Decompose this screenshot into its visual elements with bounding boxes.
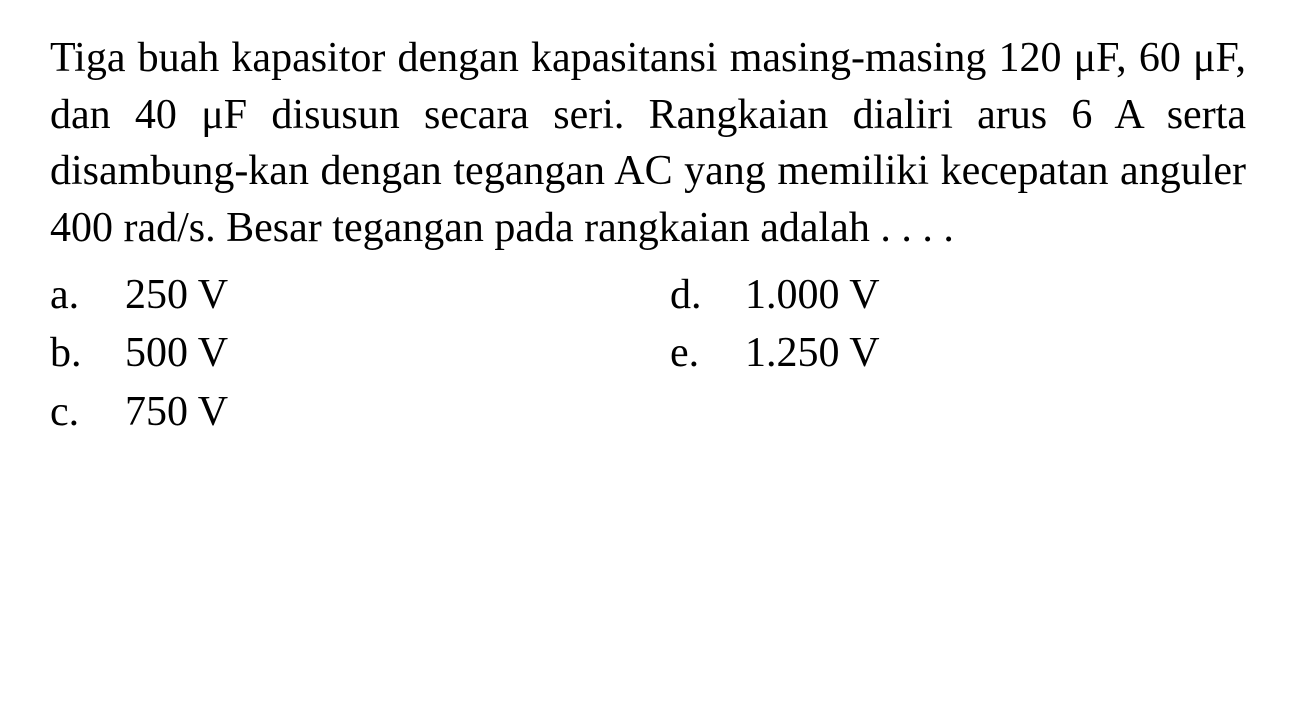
option-e: e. 1.250 V — [670, 325, 1246, 382]
option-value-a: 250 V — [125, 267, 670, 324]
option-value-b: 500 V — [125, 325, 670, 382]
option-letter-d: d. — [670, 267, 745, 324]
option-b: b. 500 V — [50, 325, 670, 382]
question-text: Tiga buah kapasitor dengan kapasitansi m… — [50, 30, 1246, 257]
option-d: d. 1.000 V — [670, 267, 1246, 324]
option-c: c. 750 V — [50, 384, 670, 441]
options-column-left: a. 250 V b. 500 V c. 750 V — [50, 267, 670, 443]
option-letter-c: c. — [50, 384, 125, 441]
option-letter-b: b. — [50, 325, 125, 382]
option-value-d: 1.000 V — [745, 267, 1246, 324]
option-letter-e: e. — [670, 325, 745, 382]
options-container: a. 250 V b. 500 V c. 750 V d. 1.000 V e.… — [50, 267, 1246, 443]
option-value-c: 750 V — [125, 384, 670, 441]
options-column-right: d. 1.000 V e. 1.250 V — [670, 267, 1246, 443]
option-a: a. 250 V — [50, 267, 670, 324]
option-letter-a: a. — [50, 267, 125, 324]
option-value-e: 1.250 V — [745, 325, 1246, 382]
